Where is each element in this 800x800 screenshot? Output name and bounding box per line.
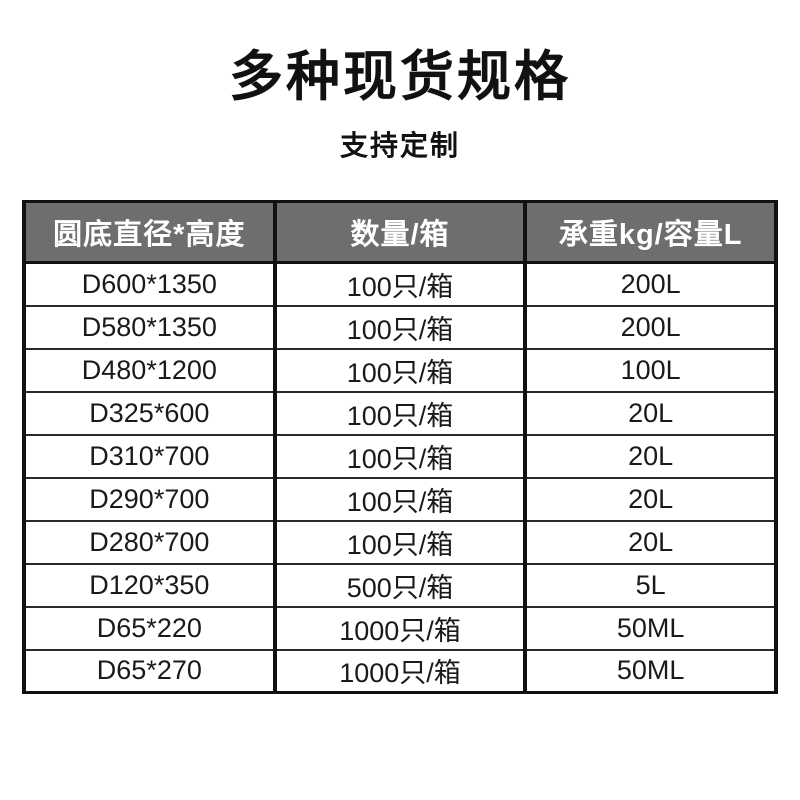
cell-size: D600*1350 bbox=[22, 261, 277, 307]
cell-quantity: 100只/箱 bbox=[272, 433, 528, 479]
table-row: D280*700 100只/箱 20L bbox=[22, 519, 778, 565]
cell-quantity: 100只/箱 bbox=[272, 519, 528, 565]
cell-capacity: 50ML bbox=[523, 648, 778, 694]
table-row: D310*700 100只/箱 20L bbox=[22, 433, 778, 479]
cell-size: D65*270 bbox=[22, 648, 277, 694]
page-subtitle: 支持定制 bbox=[339, 130, 460, 162]
cell-quantity: 500只/箱 bbox=[272, 562, 528, 608]
cell-capacity: 20L bbox=[523, 433, 778, 479]
cell-size: D280*700 bbox=[22, 519, 277, 565]
cell-size: D120*350 bbox=[22, 562, 277, 608]
cell-size: D310*700 bbox=[22, 433, 277, 479]
cell-capacity: 50ML bbox=[523, 605, 778, 651]
table-row: D290*700 100只/箱 20L bbox=[22, 476, 778, 522]
cell-capacity: 5L bbox=[523, 562, 778, 608]
col-header-load-capacity: 承重kg/容量L bbox=[523, 200, 778, 265]
table-row: D325*600 100只/箱 20L bbox=[22, 390, 778, 436]
page-title: 多种现货规格 bbox=[229, 47, 571, 107]
cell-quantity: 100只/箱 bbox=[272, 304, 528, 350]
spec-table-body: D600*1350 100只/箱 200L D580*1350 100只/箱 2… bbox=[22, 261, 778, 694]
cell-size: D580*1350 bbox=[22, 304, 277, 350]
page: 多种现货规格 支持定制 圆底直径*高度 数量/箱 承重kg/容量L D600*1… bbox=[0, 46, 800, 800]
cell-capacity: 200L bbox=[523, 261, 778, 307]
table-row: D65*220 1000只/箱 50ML bbox=[22, 605, 778, 651]
table-row: D120*350 500只/箱 5L bbox=[22, 562, 778, 608]
cell-size: D290*700 bbox=[22, 476, 277, 522]
cell-quantity: 100只/箱 bbox=[272, 261, 528, 307]
cell-capacity: 100L bbox=[523, 347, 778, 393]
table-row: D480*1200 100只/箱 100L bbox=[22, 347, 778, 393]
spec-table: 圆底直径*高度 数量/箱 承重kg/容量L D600*1350 100只/箱 2… bbox=[22, 200, 778, 695]
table-row: D580*1350 100只/箱 200L bbox=[22, 304, 778, 350]
cell-size: D65*220 bbox=[22, 605, 277, 651]
spec-table-header: 圆底直径*高度 数量/箱 承重kg/容量L bbox=[22, 200, 778, 265]
col-header-quantity-per-box: 数量/箱 bbox=[272, 200, 528, 265]
cell-capacity: 20L bbox=[523, 390, 778, 436]
table-row: D65*270 1000只/箱 50ML bbox=[22, 648, 778, 694]
cell-quantity: 100只/箱 bbox=[272, 347, 528, 393]
header-row: 圆底直径*高度 数量/箱 承重kg/容量L bbox=[22, 200, 778, 265]
cell-quantity: 100只/箱 bbox=[272, 390, 528, 436]
cell-size: D480*1200 bbox=[22, 347, 277, 393]
cell-capacity: 20L bbox=[523, 476, 778, 522]
cell-capacity: 200L bbox=[523, 304, 778, 350]
cell-quantity: 1000只/箱 bbox=[272, 605, 528, 651]
cell-size: D325*600 bbox=[22, 390, 277, 436]
col-header-diameter-height: 圆底直径*高度 bbox=[22, 200, 277, 265]
cell-quantity: 100只/箱 bbox=[272, 476, 528, 522]
cell-quantity: 1000只/箱 bbox=[272, 648, 528, 694]
table-row: D600*1350 100只/箱 200L bbox=[22, 261, 778, 307]
cell-capacity: 20L bbox=[523, 519, 778, 565]
